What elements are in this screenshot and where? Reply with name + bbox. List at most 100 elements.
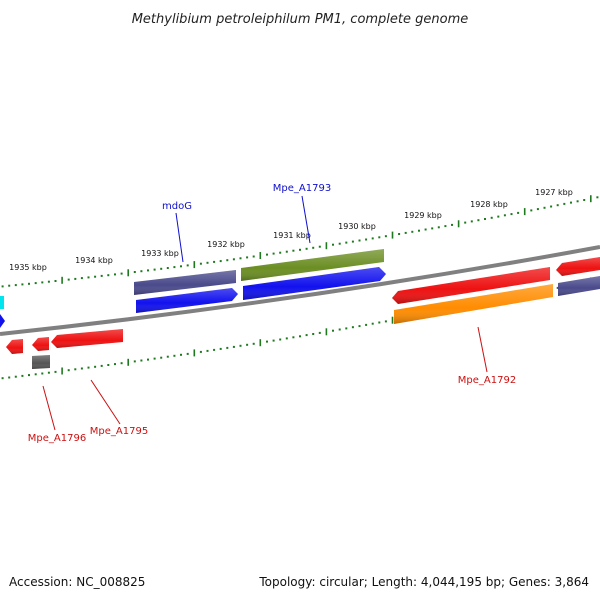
minor-tick <box>54 280 57 282</box>
minor-tick <box>180 265 182 268</box>
tick-label: 1927 kbp <box>535 188 573 197</box>
minor-tick <box>358 325 361 328</box>
minor-tick <box>444 225 447 228</box>
minor-tick <box>199 262 202 265</box>
gene-red-edge[interactable] <box>556 257 600 276</box>
minor-tick <box>398 233 401 235</box>
minor-tick <box>252 342 255 345</box>
minor-tick <box>74 277 77 280</box>
gene-mdoG[interactable] <box>136 288 238 313</box>
gene-label-Mpe_A1796[interactable]: Mpe_A1796 <box>28 433 86 444</box>
gene-gray-small[interactable] <box>32 355 50 369</box>
minor-tick <box>1 285 4 288</box>
major-tick <box>523 208 526 216</box>
minor-tick <box>173 354 176 357</box>
minor-tick <box>477 219 480 222</box>
minor-tick <box>332 243 334 246</box>
minor-tick <box>384 235 387 238</box>
minor-tick <box>318 245 321 248</box>
lower-left-genes <box>6 329 123 369</box>
minor-tick <box>80 367 83 370</box>
minor-tick <box>576 200 579 203</box>
tick-label: 1929 kbp <box>404 211 442 220</box>
minor-tick <box>67 278 70 281</box>
major-tick <box>457 220 460 228</box>
minor-tick <box>28 282 30 285</box>
minor-tick <box>199 350 202 353</box>
minor-tick <box>556 204 559 207</box>
map-title: Methylibium petroleiphilum PM1, complete… <box>132 12 469 27</box>
minor-tick <box>583 199 586 201</box>
minor-tick <box>186 264 189 267</box>
gene-Mpe_A1796[interactable] <box>32 337 49 351</box>
gene-label-Mpe_A1793[interactable]: Mpe_A1793 <box>273 183 331 194</box>
minor-tick <box>431 227 434 230</box>
minor-tick <box>345 241 348 244</box>
gene-Mpe_A1792[interactable] <box>394 284 553 324</box>
minor-tick <box>424 228 427 231</box>
minor-tick <box>266 253 268 256</box>
minor-tick <box>536 208 539 211</box>
gene-mdoG-outer[interactable] <box>134 270 236 295</box>
minor-tick <box>418 229 420 232</box>
minor-tick <box>285 250 288 253</box>
minor-tick <box>133 360 136 363</box>
minor-tick <box>556 286 559 289</box>
minor-tick <box>219 347 222 350</box>
gene-label-Mpe_A1795[interactable]: Mpe_A1795 <box>90 426 148 437</box>
minor-tick <box>596 196 599 199</box>
minor-tick <box>80 277 83 280</box>
tick-labels: 1935 kbp 1934 kbp 1933 kbp 1932 kbp 1931… <box>9 188 573 272</box>
minor-tick <box>54 370 57 373</box>
minor-tick <box>107 274 110 277</box>
minor-tick <box>8 376 11 379</box>
gene-red-small-1[interactable] <box>6 339 23 354</box>
gene-red-right[interactable] <box>392 267 550 304</box>
major-tick <box>61 276 63 284</box>
minor-tick <box>166 267 169 269</box>
minor-tick <box>94 275 97 278</box>
minor-tick <box>318 331 321 334</box>
minor-tick <box>147 269 149 272</box>
major-tick <box>259 252 262 259</box>
tick-label: 1928 kbp <box>470 200 508 209</box>
tick-label: 1934 kbp <box>75 256 113 265</box>
minor-tick <box>114 273 116 276</box>
minor-tick <box>120 362 123 365</box>
tick-label: 1935 kbp <box>9 263 47 272</box>
minor-tick <box>378 236 381 239</box>
accession-text: Accession: NC_008825 <box>9 575 145 589</box>
gene-cyan-edge[interactable] <box>0 296 4 309</box>
tick-label: 1930 kbp <box>338 222 376 231</box>
gene-olive[interactable] <box>241 249 384 281</box>
gene-label-mdoG[interactable]: mdoG <box>162 201 192 212</box>
minor-tick <box>266 340 268 343</box>
minor-tick <box>87 366 90 369</box>
minor-tick <box>34 282 37 285</box>
minor-tick <box>351 326 354 329</box>
minor-tick <box>299 335 301 338</box>
minor-tick <box>114 363 116 366</box>
tick-label: 1932 kbp <box>207 240 245 249</box>
gene-blue-edge[interactable] <box>0 314 5 328</box>
minor-tick <box>510 213 513 216</box>
gene-slate-edge[interactable] <box>558 276 600 296</box>
major-tick <box>391 231 394 239</box>
minor-tick <box>74 368 77 371</box>
minor-tick <box>246 256 249 259</box>
minor-tick <box>232 345 235 348</box>
minor-tick <box>160 356 163 359</box>
major-tick <box>590 195 592 203</box>
gene-label-Mpe_A1792[interactable]: Mpe_A1792 <box>458 375 516 386</box>
minor-tick <box>153 357 156 360</box>
gene-Mpe_A1793[interactable] <box>243 267 386 300</box>
minor-tick <box>47 280 50 283</box>
minor-tick <box>411 230 414 233</box>
gene-Mpe_A1795[interactable] <box>51 329 123 348</box>
minor-tick <box>404 231 407 234</box>
minor-tick <box>246 343 249 346</box>
major-tick <box>193 349 196 357</box>
minor-tick <box>47 371 50 374</box>
minor-tick <box>41 281 44 284</box>
